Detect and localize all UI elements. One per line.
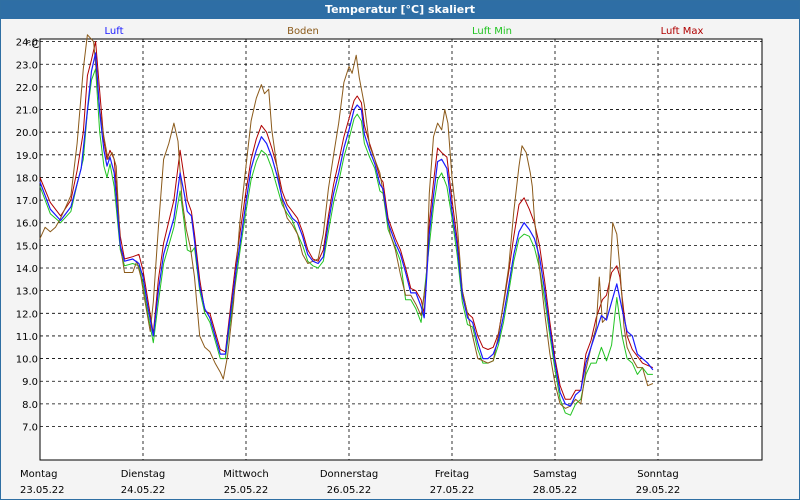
y-tick-label: 24.0 bbox=[16, 38, 38, 49]
y-tick-label: 12.0 bbox=[16, 309, 38, 320]
y-axis-label: °C bbox=[26, 38, 40, 51]
x-tick-date: 24.05.22 bbox=[121, 485, 166, 496]
legend-item: Luft Min bbox=[472, 26, 512, 37]
x-axis-ticks: Montag 23.05.22 Dienstag 24.05.22 Mittwoch 25… bbox=[20, 469, 680, 496]
y-tick-label: 13.0 bbox=[16, 287, 38, 298]
y-tick-label: 15.0 bbox=[16, 241, 38, 252]
legend-item: Luft bbox=[105, 26, 124, 37]
y-axis-ticks: 7.0 8.0 9.0 10.0 11.0 12.0 13.0 14.0 15.0 16.0 17.… bbox=[16, 38, 38, 434]
x-tick-date: 27.05.22 bbox=[430, 485, 475, 496]
x-tick-day: Mittwoch bbox=[223, 469, 268, 480]
x-tick-label: Samstag 28.05.22 bbox=[533, 469, 578, 496]
x-tick-day: Sonntag bbox=[637, 469, 679, 480]
x-tick-date: 26.05.22 bbox=[327, 485, 372, 496]
y-tick-label: 23.0 bbox=[16, 60, 38, 71]
series-lines bbox=[39, 34, 654, 416]
y-tick-label: 20.0 bbox=[16, 128, 38, 139]
legend: Luft Boden Luft Min Luft Max bbox=[105, 26, 704, 37]
x-tick-date: 23.05.22 bbox=[20, 485, 65, 496]
x-tick-day: Samstag bbox=[533, 469, 577, 480]
x-tick-day: Freitag bbox=[435, 469, 469, 480]
y-tick-label: 17.0 bbox=[16, 196, 38, 207]
series-line bbox=[39, 68, 653, 416]
x-tick-label: Freitag 27.05.22 bbox=[430, 469, 475, 496]
x-tick-label: Dienstag 24.05.22 bbox=[121, 469, 166, 496]
x-tick-date: 28.05.22 bbox=[533, 485, 578, 496]
y-tick-label: 9.0 bbox=[22, 377, 38, 388]
x-tick-label: Mittwoch 25.05.22 bbox=[223, 469, 268, 496]
series-line bbox=[39, 34, 654, 409]
legend-item: Luft Max bbox=[661, 26, 704, 37]
y-tick-label: 14.0 bbox=[16, 264, 38, 275]
x-tick-date: 25.05.22 bbox=[224, 485, 269, 496]
x-tick-date: 29.05.22 bbox=[636, 485, 681, 496]
x-tick-day: Donnerstag bbox=[320, 469, 378, 480]
y-tick-label: 11.0 bbox=[16, 332, 38, 343]
y-tick-label: 7.0 bbox=[22, 423, 38, 434]
y-tick-label: 22.0 bbox=[16, 83, 38, 94]
x-tick-day: Dienstag bbox=[121, 469, 166, 480]
plot-area bbox=[39, 38, 763, 461]
y-tick-label: 19.0 bbox=[16, 151, 38, 162]
series-line bbox=[39, 52, 654, 407]
window-title: Temperatur [°C] skaliert bbox=[1, 1, 799, 19]
y-tick-label: 18.0 bbox=[16, 173, 38, 184]
y-tick-label: 8.0 bbox=[22, 400, 38, 411]
y-tick-label: 21.0 bbox=[16, 106, 38, 117]
x-tick-label: Donnerstag 26.05.22 bbox=[320, 469, 378, 496]
legend-item: Boden bbox=[287, 26, 319, 37]
y-tick-label: 16.0 bbox=[16, 219, 38, 230]
y-tick-label: 10.0 bbox=[16, 355, 38, 366]
x-tick-label: Montag 23.05.22 bbox=[20, 469, 65, 496]
x-tick-day: Montag bbox=[20, 469, 57, 480]
x-tick-label: Sonntag 29.05.22 bbox=[636, 469, 681, 496]
